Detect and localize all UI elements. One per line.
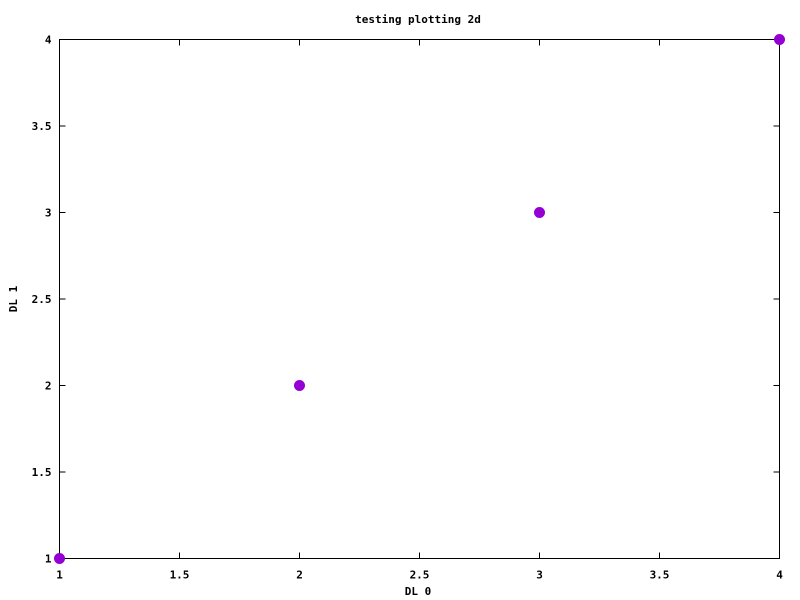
- x-tick-label: 3.5: [650, 569, 670, 582]
- plot-frame: [59, 39, 780, 559]
- data-point: [294, 380, 305, 391]
- y-tick-label: 2: [45, 380, 52, 393]
- y-tick-label: 4: [45, 34, 52, 47]
- y-tick-label: 2.5: [32, 293, 52, 306]
- x-tick-label: 1: [56, 569, 63, 582]
- x-axis: 1 1.5 2 2.5 3 3.5 4: [56, 39, 783, 582]
- x-tick-label: 1.5: [170, 569, 190, 582]
- x-tick-label: 2: [296, 569, 303, 582]
- data-point: [54, 553, 65, 564]
- y-tick-label: 1.5: [32, 466, 52, 479]
- x-tick-label: 4: [776, 569, 783, 582]
- data-point: [534, 207, 545, 218]
- data-points: [54, 34, 785, 564]
- x-tick-label: 3: [536, 569, 543, 582]
- x-axis-label: DL 0: [405, 585, 432, 598]
- y-axis: 1 1.5 2 2.5 3 3.5 4: [32, 34, 780, 566]
- y-tick-label: 1: [45, 553, 52, 566]
- chart-title: testing plotting 2d: [355, 13, 481, 26]
- y-tick-label: 3: [45, 207, 52, 220]
- y-axis-label: DL 1: [7, 285, 20, 312]
- x-tick-label: 2.5: [410, 569, 430, 582]
- y-tick-label: 3.5: [32, 120, 52, 133]
- data-point: [774, 34, 785, 45]
